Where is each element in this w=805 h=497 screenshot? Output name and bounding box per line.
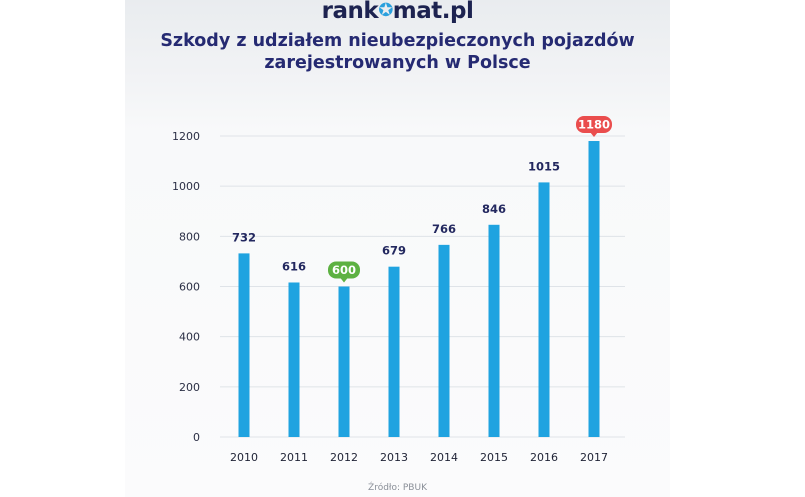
data-label-badge-2012 (328, 261, 360, 279)
x-tick-label-2013: 2013 (380, 451, 408, 464)
y-tick-label-1200: 1200 (172, 130, 200, 143)
data-label-2013: 679 (382, 244, 406, 258)
data-label-2014: 766 (432, 222, 456, 236)
x-tick-label-2017: 2017 (580, 451, 608, 464)
y-tick-label-0: 0 (193, 431, 200, 444)
data-label-badge-pointer-2017 (590, 132, 598, 138)
bar-chart: 0 200 400 600 800 1000 1200 2010 732 2011 616 2012 6… (172, 116, 625, 464)
chart-title-line-2: zarejestrowanych w Polsce (264, 53, 531, 73)
infographic-card: rank✪mat.pl Szkody z udziałem nieubezpie… (125, 0, 670, 497)
chart-title-line-1: Szkody z udziałem nieubezpieczonych poja… (160, 31, 635, 51)
data-label-2016: 1015 (528, 159, 560, 173)
data-label-2011: 616 (282, 259, 306, 273)
y-tick-label-600: 600 (179, 281, 200, 294)
data-label-2012: 600 (332, 263, 356, 277)
star-icon: ✪ (378, 0, 393, 21)
bar-2010 (238, 253, 250, 437)
x-tick-label-2014: 2014 (430, 451, 458, 464)
y-tick-label-400: 400 (179, 331, 200, 344)
x-tick-label-2010: 2010 (230, 451, 258, 464)
data-label-2010: 732 (232, 230, 256, 244)
data-label-2015: 846 (482, 202, 506, 216)
bar-2015 (488, 224, 500, 437)
bar-2012 (338, 286, 350, 437)
data-label-badge-pointer-2012 (340, 277, 348, 283)
rankomat-logo: rank✪mat.pl (125, 0, 670, 24)
left-margin (0, 0, 125, 497)
y-tick-label-1000: 1000 (172, 180, 200, 193)
logo-text-start: rank (321, 0, 379, 24)
data-label-badge-2017 (576, 116, 612, 134)
x-tick-label-2016: 2016 (530, 451, 558, 464)
y-tick-label-800: 800 (179, 230, 200, 243)
bar-2011 (288, 282, 300, 437)
y-tick-label-200: 200 (179, 381, 200, 394)
right-margin (680, 0, 805, 497)
source-note: Źródło: PBUK (368, 483, 427, 493)
x-tick-label-2012: 2012 (330, 451, 358, 464)
bar-2017 (588, 141, 600, 437)
logo-text-end: mat.pl (392, 0, 474, 24)
x-tick-label-2015: 2015 (480, 451, 508, 464)
bar-2014 (438, 244, 450, 437)
bar-2016 (538, 182, 550, 437)
x-tick-label-2011: 2011 (280, 451, 308, 464)
data-label-2017: 1180 (578, 118, 610, 132)
bar-2013 (388, 266, 400, 437)
